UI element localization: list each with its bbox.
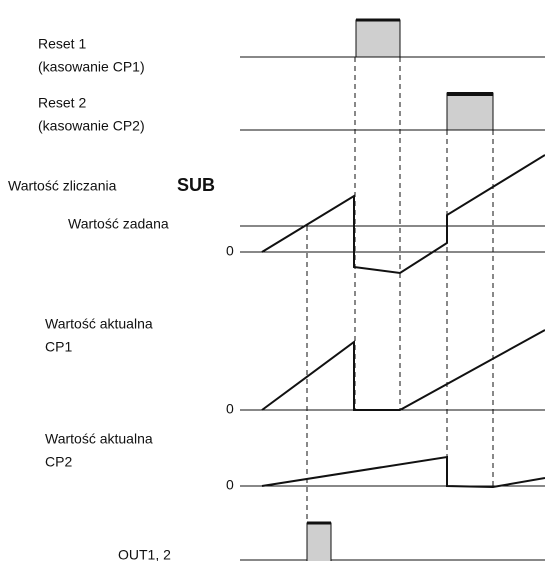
label: CP2: [45, 454, 72, 470]
waveform: [261, 455, 545, 489]
label: (kasowanie CP1): [38, 59, 145, 75]
label: Reset 2: [38, 95, 86, 111]
label: SUB: [177, 175, 215, 195]
pulse: [446, 92, 494, 131]
label: 0: [226, 243, 234, 259]
label: (kasowanie CP2): [38, 118, 145, 134]
label: Wartość aktualna: [45, 316, 153, 332]
label: Reset 1: [38, 36, 86, 52]
label: Wartość zadana: [68, 216, 169, 232]
waveform: [261, 329, 545, 411]
label: Wartość zliczania: [8, 178, 117, 194]
dashed-guides: [306, 57, 494, 561]
label: CP1: [45, 339, 72, 355]
pulse: [306, 522, 332, 561]
label: 0: [226, 401, 234, 417]
label: Wartość aktualna: [45, 431, 153, 447]
label: OUT1, 2: [118, 547, 171, 561]
label: 0: [226, 477, 234, 493]
waveform: [261, 154, 545, 275]
pulse: [355, 19, 401, 58]
